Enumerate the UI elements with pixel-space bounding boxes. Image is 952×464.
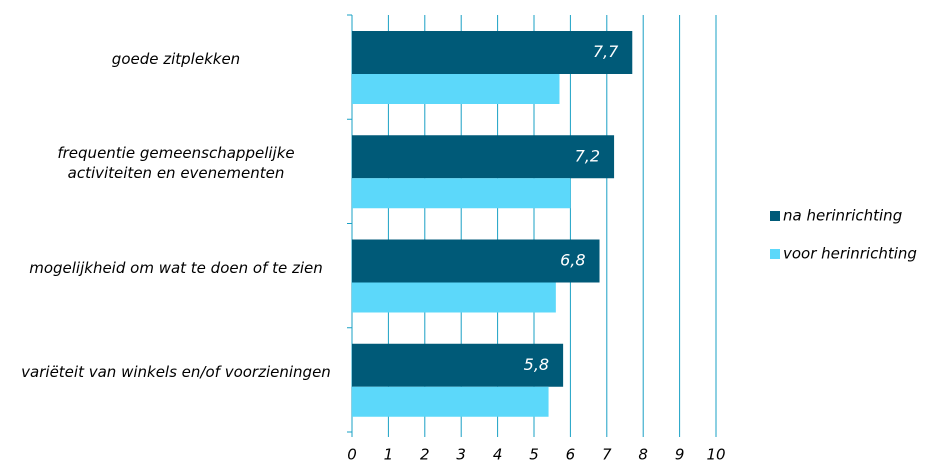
category-label: frequentie gemeenschappelijke activiteit… bbox=[57, 144, 295, 183]
x-tick-label: 2 bbox=[420, 446, 430, 464]
legend-label: voor herinrichting bbox=[783, 245, 917, 263]
x-tick-label: 10 bbox=[706, 446, 725, 464]
category-label: goede zitplekken bbox=[111, 50, 241, 68]
category-label: variëteit van winkels en/of voorzieninge… bbox=[21, 362, 331, 381]
x-tick-label: 7 bbox=[602, 446, 612, 464]
bar bbox=[352, 239, 600, 283]
value-label: 5,8 bbox=[524, 355, 549, 374]
category-label: mogelijkheid om wat te doen of te zien bbox=[29, 258, 323, 277]
bar bbox=[352, 343, 564, 387]
bar bbox=[352, 386, 549, 417]
legend-swatch bbox=[770, 249, 780, 259]
bar bbox=[352, 74, 560, 104]
x-tick-label: 3 bbox=[456, 446, 466, 464]
bar bbox=[352, 31, 633, 74]
bar bbox=[352, 178, 571, 209]
x-tick-label: 5 bbox=[529, 446, 539, 464]
x-tick-label: 6 bbox=[566, 446, 576, 464]
value-label: 7,2 bbox=[575, 146, 600, 165]
x-tick-label: 9 bbox=[675, 446, 685, 464]
x-tick-label: 1 bbox=[384, 446, 394, 464]
x-tick-label: 0 bbox=[347, 446, 357, 464]
bar bbox=[352, 135, 615, 179]
legend-label: na herinrichting bbox=[783, 207, 902, 225]
value-label: 6,8 bbox=[560, 251, 585, 270]
value-label: 7,7 bbox=[593, 42, 619, 61]
bar bbox=[352, 282, 556, 313]
x-tick-label: 4 bbox=[493, 446, 503, 464]
legend-swatch bbox=[770, 211, 780, 221]
x-tick-label: 8 bbox=[638, 446, 648, 464]
